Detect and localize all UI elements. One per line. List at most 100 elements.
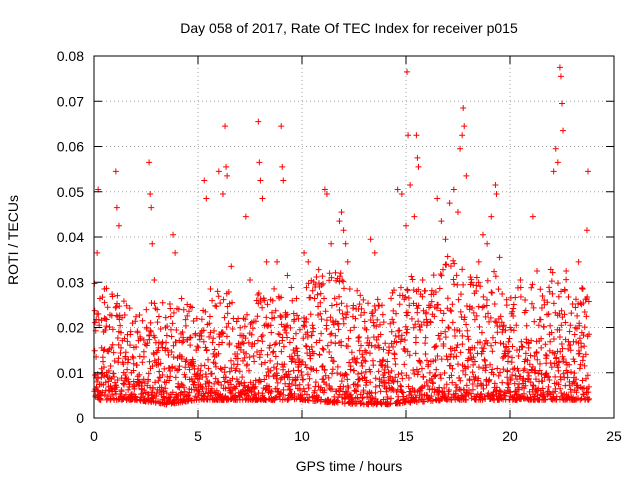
data-point xyxy=(267,342,274,349)
data-point xyxy=(202,308,209,315)
data-point xyxy=(258,347,265,354)
data-point xyxy=(376,358,383,365)
data-point xyxy=(308,332,315,339)
data-point xyxy=(147,319,154,326)
data-point xyxy=(469,386,476,393)
data-point xyxy=(264,301,271,308)
data-point xyxy=(382,340,389,347)
data-point xyxy=(470,354,477,361)
data-point xyxy=(113,204,120,211)
data-point xyxy=(212,363,219,370)
data-point xyxy=(443,353,450,360)
data-point xyxy=(463,321,470,328)
data-point xyxy=(223,333,230,340)
data-point xyxy=(122,349,129,356)
data-point xyxy=(567,341,574,348)
data-point xyxy=(412,350,419,357)
data-point xyxy=(531,318,538,325)
data-point xyxy=(178,353,185,360)
data-point xyxy=(485,377,492,384)
data-point xyxy=(136,312,143,319)
data-point xyxy=(162,314,169,321)
data-point xyxy=(538,304,545,311)
data-point xyxy=(101,391,108,398)
data-point xyxy=(126,381,133,388)
data-point xyxy=(355,370,362,377)
data-point xyxy=(395,328,402,335)
data-point xyxy=(520,375,527,382)
data-point xyxy=(546,388,553,395)
data-point xyxy=(146,159,153,166)
data-point xyxy=(435,301,442,308)
data-point xyxy=(292,382,299,389)
data-point xyxy=(444,295,451,302)
data-point xyxy=(345,384,352,391)
data-point xyxy=(483,302,490,309)
data-point xyxy=(133,362,140,369)
data-point xyxy=(522,350,529,357)
data-point xyxy=(163,390,170,397)
data-point xyxy=(107,362,114,369)
data-point xyxy=(504,379,511,386)
data-point xyxy=(244,361,251,368)
data-point xyxy=(302,342,309,349)
data-point xyxy=(577,361,584,368)
data-point xyxy=(470,309,477,316)
data-point xyxy=(321,367,328,374)
data-point xyxy=(573,389,580,396)
data-point xyxy=(334,399,341,406)
data-point xyxy=(167,326,174,333)
data-point xyxy=(393,310,400,317)
data-point xyxy=(512,388,519,395)
data-point xyxy=(488,289,495,296)
data-point xyxy=(268,329,275,336)
data-point xyxy=(186,334,193,341)
data-point xyxy=(215,293,222,300)
data-point xyxy=(492,273,499,280)
data-point xyxy=(463,172,470,179)
data-point xyxy=(492,339,499,346)
x-tick-label: 25 xyxy=(606,428,622,444)
data-point xyxy=(154,306,161,313)
data-point xyxy=(149,395,156,402)
data-point xyxy=(314,291,321,298)
data-point xyxy=(469,381,476,388)
data-point xyxy=(325,374,332,381)
data-point xyxy=(351,387,358,394)
data-point xyxy=(295,315,302,322)
data-point xyxy=(510,305,517,312)
data-point xyxy=(328,302,335,309)
data-point xyxy=(309,322,316,329)
data-point xyxy=(284,272,291,279)
data-point xyxy=(182,316,189,323)
data-point xyxy=(519,343,526,350)
data-point xyxy=(103,316,110,323)
data-point xyxy=(114,335,121,342)
data-point xyxy=(357,292,364,299)
data-point xyxy=(571,331,578,338)
data-point xyxy=(167,373,174,380)
data-point xyxy=(443,381,450,388)
data-point xyxy=(254,313,261,320)
data-point xyxy=(422,287,429,294)
data-point xyxy=(448,351,455,358)
data-point xyxy=(478,390,485,397)
data-point xyxy=(98,374,105,381)
data-point xyxy=(252,391,259,398)
data-point xyxy=(306,375,313,382)
data-point xyxy=(391,355,398,362)
data-point xyxy=(288,284,295,291)
data-point xyxy=(475,303,482,310)
data-point xyxy=(320,346,327,353)
data-point xyxy=(338,300,345,307)
data-point xyxy=(346,286,353,293)
data-point xyxy=(320,280,327,287)
data-point xyxy=(417,359,424,366)
data-point xyxy=(465,355,472,362)
data-point xyxy=(581,343,588,350)
data-point xyxy=(415,163,422,170)
data-point xyxy=(479,231,486,238)
data-point xyxy=(423,322,430,329)
data-point xyxy=(167,305,174,312)
data-point xyxy=(322,372,329,379)
